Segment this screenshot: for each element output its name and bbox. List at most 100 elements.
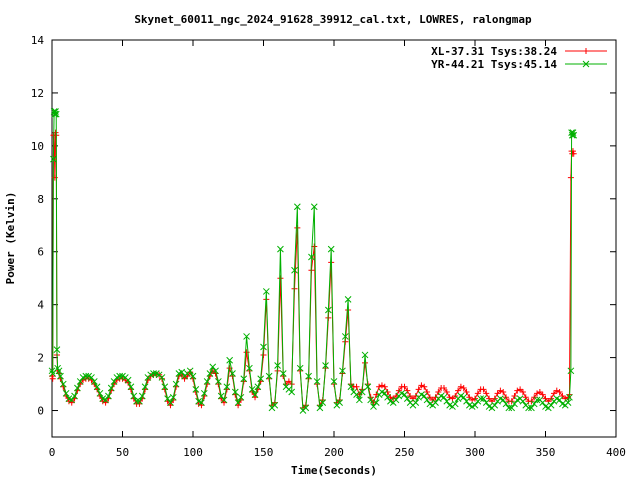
series-1-point-12 — [62, 389, 70, 397]
series-1-point-73 — [234, 399, 242, 406]
series-0-point-167 — [500, 389, 507, 396]
series-1-point-64 — [209, 363, 217, 371]
series-1-point-80 — [254, 383, 262, 391]
series-layer — [48, 108, 578, 414]
series-1-point-37 — [133, 397, 140, 405]
y-tick-label-1: 2 — [37, 352, 44, 365]
series-0-point-129 — [393, 392, 400, 399]
series-0-point-174 — [519, 389, 526, 396]
series-1-point-120 — [367, 396, 375, 404]
y-tick-label-5: 10 — [31, 140, 44, 153]
series-1-point-164 — [491, 401, 499, 409]
series-1-point-181 — [539, 399, 547, 406]
series-1-point-102 — [316, 404, 324, 412]
series-1-point-53 — [178, 368, 186, 376]
series-1-point-178 — [530, 400, 538, 408]
series-0-point-139 — [421, 383, 428, 390]
x-tick-label-8: 400 — [606, 446, 626, 459]
series-1-point-34 — [124, 376, 132, 384]
series-0-point-182 — [542, 395, 549, 402]
series-1-point-101 — [313, 378, 321, 385]
series-1-point-167 — [499, 396, 507, 404]
series-1-point-76 — [243, 333, 250, 340]
series-1-point-7 — [53, 346, 61, 354]
series-1-point-154 — [463, 397, 470, 405]
series-1-point-24 — [96, 389, 104, 397]
series-1-point-56 — [186, 367, 194, 375]
series-1-point-61 — [200, 389, 208, 397]
series-1-point-159 — [477, 395, 484, 402]
series-1-point-23 — [93, 383, 101, 391]
series-0-point-123 — [376, 383, 383, 390]
series-1-point-51 — [172, 380, 180, 388]
series-0-point-152 — [457, 383, 464, 390]
series-1-point-87 — [274, 362, 281, 369]
series-1-point-68 — [220, 396, 228, 404]
series-0-point-125 — [381, 383, 388, 390]
x-tick-label-4: 200 — [324, 446, 344, 459]
series-1-point-122 — [372, 399, 380, 406]
y-tick-label-3: 6 — [37, 246, 44, 259]
series-0-point-149 — [449, 395, 456, 402]
series-1-point-111 — [341, 333, 349, 340]
y-tick-label-7: 14 — [31, 34, 45, 47]
series-1-point-1 — [49, 370, 57, 377]
series-1-point-136 — [412, 399, 420, 406]
y-tick-label-0: 0 — [37, 405, 44, 418]
series-1-point-14 — [68, 396, 76, 404]
series-1-point-103 — [319, 399, 327, 406]
x-axis-label: Time(Seconds) — [291, 464, 377, 477]
series-1-point-169 — [505, 404, 513, 412]
series-1-point-82 — [260, 343, 267, 351]
series-1-point-196 — [570, 131, 578, 139]
legend-marker-0 — [583, 48, 589, 54]
series-1-point-72 — [231, 388, 239, 396]
series-1-point-47 — [161, 383, 169, 391]
series-0-point-183 — [545, 398, 552, 405]
x-axis-ticks: 0 50 100 150 200 250 300 350 400 — [49, 40, 626, 459]
series-1-point-22 — [90, 378, 98, 385]
legend-marker-1 — [582, 60, 590, 68]
series-1 — [48, 108, 578, 414]
series-1-point-49 — [167, 399, 174, 406]
series-1-point-143 — [432, 399, 439, 406]
series-1-point-187 — [556, 396, 563, 404]
series-0-point-180 — [536, 389, 543, 396]
series-1-point-74 — [237, 393, 245, 401]
series-1-point-63 — [206, 370, 214, 377]
series-0-point-163 — [488, 398, 495, 405]
series-0-point-173 — [517, 386, 524, 393]
series-1-point-190 — [564, 399, 572, 406]
series-1-point-65 — [212, 367, 219, 375]
series-1-point-86 — [271, 401, 279, 409]
legend-label-0: XL-37.31 Tsys:38.24 — [431, 45, 557, 58]
series-1-point-115 — [353, 391, 360, 399]
series-1-point-132 — [401, 391, 408, 399]
series-1-point-192 — [567, 367, 575, 375]
series-1-point-43 — [150, 370, 157, 377]
series-0-point-1 — [49, 375, 56, 382]
legend-label-1: YR-44.21 Tsys:45.14 — [431, 58, 557, 71]
series-1-point-170 — [508, 404, 516, 412]
series-1-point-48 — [164, 395, 171, 402]
series-0-point-140 — [424, 389, 431, 396]
series-1-point-29 — [110, 378, 118, 385]
series-0-point-175 — [522, 394, 529, 401]
x-tick-label-3: 150 — [254, 446, 274, 459]
series-1-point-104 — [322, 362, 329, 369]
series-0-point-189 — [562, 395, 569, 402]
series-1-point-119 — [364, 383, 372, 391]
series-0-point-124 — [378, 382, 385, 389]
series-1-point-106 — [327, 245, 335, 253]
series-1-point-70 — [226, 356, 234, 364]
series-0-point-151 — [455, 387, 462, 394]
series-1-point-140 — [423, 396, 431, 404]
series-1-point-39 — [138, 392, 146, 400]
series-1-point-139 — [420, 392, 428, 400]
series-1-point-118 — [361, 351, 369, 359]
series-1-point-110 — [339, 367, 346, 375]
series-1-point-2 — [50, 155, 57, 163]
series-0-point-165 — [494, 390, 501, 397]
